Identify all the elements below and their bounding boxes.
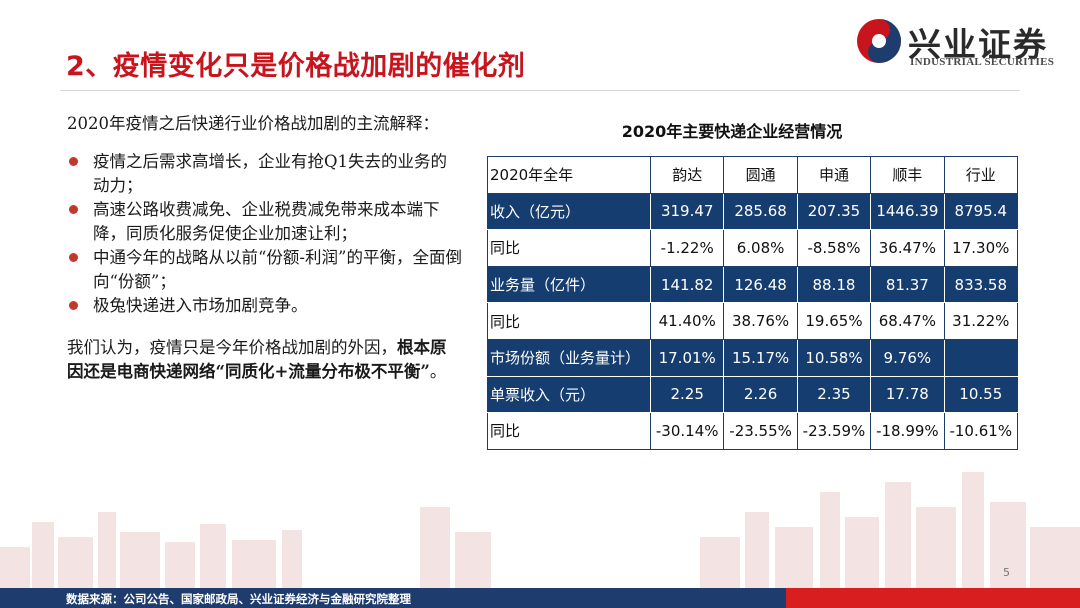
table-row: 同比 41.40% 38.76% 19.65% 68.47% 31.22%: [487, 302, 1019, 340]
table-cell: 1446.39: [870, 192, 945, 231]
table-cell: 2.35: [796, 375, 872, 414]
company-logo: 兴业证券 INDUSTRIAL SECURITIES: [856, 14, 1066, 74]
logo-mark-icon: [857, 19, 901, 63]
table-cell: 81.37: [870, 265, 945, 304]
intro-paragraph: 2020年疫情之后快递行业价格战加剧的主流解释：: [67, 114, 439, 133]
conclusion-emphasis: 根本原因还是电商快递网络“同质化+流量分布极不平衡”: [67, 338, 447, 381]
bullet-dot-icon: [69, 157, 78, 166]
table-cell: -23.55%: [723, 412, 798, 450]
row-label: 业务量（亿件）: [487, 265, 651, 304]
table-cell: -10.61%: [943, 412, 1019, 450]
table-cell: -23.59%: [796, 412, 872, 450]
logo-english-name: INDUSTRIAL SECURITIES: [910, 56, 1055, 68]
row-label: 市场份额（业务量计）: [487, 338, 651, 377]
bullet-text: 疫情之后需求高增长，企业有抢Q1失去的业务的动力；: [93, 152, 448, 195]
header-cell: 2020年全年: [487, 156, 651, 194]
table-cell: 19.65%: [796, 302, 872, 340]
table-cell: -1.22%: [649, 229, 725, 267]
bullet-item: 疫情之后需求高增长，企业有抢Q1失去的业务的动力；: [67, 150, 462, 198]
header-cell: 韵达: [649, 156, 725, 194]
table-cell: 17.01%: [649, 338, 725, 377]
table-row: 业务量（亿件） 141.82 126.48 88.18 81.37 833.58: [487, 265, 1019, 304]
operating-data-table: 2020年全年 韵达 圆通 申通 顺丰 行业 收入（亿元） 319.47 285.6…: [487, 156, 1019, 450]
table-cell: 31.22%: [943, 302, 1019, 340]
bullet-list: 疫情之后需求高增长，企业有抢Q1失去的业务的动力； 高速公路收费减免、企业税费减…: [67, 150, 462, 318]
header-cell: 申通: [796, 156, 872, 194]
row-label: 同比: [487, 229, 651, 267]
conclusion-paragraph: 我们认为，疫情只是今年价格战加剧的外因，根本原因还是电商快递网络“同质化+流量分…: [67, 336, 462, 384]
table-cell: -8.58%: [796, 229, 872, 267]
table-cell: [943, 338, 1019, 377]
header-cell: 行业: [943, 156, 1019, 194]
header-cell: 顺丰: [870, 156, 945, 194]
table-row: 同比 -30.14% -23.55% -23.59% -18.99% -10.61%: [487, 412, 1019, 450]
table-cell: 8795.4: [943, 192, 1019, 231]
table-cell: 285.68: [723, 192, 798, 231]
conclusion-lead: 我们认为，疫情只是今年价格战加剧的外因，: [67, 338, 397, 357]
table-cell: 6.08%: [723, 229, 798, 267]
table-row: 单票收入（元） 2.25 2.26 2.35 17.78 10.55: [487, 375, 1019, 414]
table-cell: 38.76%: [723, 302, 798, 340]
left-text-column: 2020年疫情之后快递行业价格战加剧的主流解释： 疫情之后需求高增长，企业有抢Q…: [67, 112, 462, 384]
city-skyline-decoration: [0, 472, 1080, 592]
bullet-item: 高速公路收费减免、企业税费减免带来成本端下降，同质化服务促使企业加速让利；: [67, 198, 462, 246]
table-cell: 88.18: [796, 265, 872, 304]
bullet-item: 极兔快递进入市场加剧竞争。: [67, 294, 462, 318]
row-label: 同比: [487, 412, 651, 450]
table-cell: 207.35: [796, 192, 872, 231]
row-label: 单票收入（元）: [487, 375, 651, 414]
table-row: 市场份额（业务量计） 17.01% 15.17% 10.58% 9.76%: [487, 338, 1019, 377]
footer-accent-bar: [786, 588, 1080, 608]
table-cell: 126.48: [723, 265, 798, 304]
conclusion-end: 。: [429, 362, 447, 381]
slide-title: 2、疫情变化只是价格战加剧的催化剂: [66, 51, 526, 82]
table-cell: 319.47: [649, 192, 725, 231]
data-source-note: 数据来源：公司公告、国家邮政局、兴业证券经济与金融研究院整理: [66, 592, 411, 606]
table-row: 同比 -1.22% 6.08% -8.58% 36.47% 17.30%: [487, 229, 1019, 267]
table-title: 2020年主要快递企业经营情况: [621, 122, 843, 141]
table-cell: 2.25: [649, 375, 725, 414]
logo-chinese-name: 兴业证券: [908, 25, 1048, 64]
table-cell: 2.26: [723, 375, 798, 414]
table-cell: 17.30%: [943, 229, 1019, 267]
row-label: 收入（亿元）: [487, 192, 651, 231]
table-cell: 10.58%: [796, 338, 872, 377]
table-header-row: 2020年全年 韵达 圆通 申通 顺丰 行业: [487, 156, 1019, 194]
table-cell: 9.76%: [870, 338, 945, 377]
bullet-text: 极兔快递进入市场加剧竞争。: [93, 296, 308, 315]
header-cell: 圆通: [723, 156, 798, 194]
bullet-item: 中通今年的战略从以前“份额-利润”的平衡，全面倒向“份额”；: [67, 246, 462, 294]
table-cell: -30.14%: [649, 412, 725, 450]
table-cell: 36.47%: [870, 229, 945, 267]
table-cell: 141.82: [649, 265, 725, 304]
bullet-dot-icon: [69, 205, 78, 214]
table-cell: 10.55: [943, 375, 1019, 414]
table-cell: 17.78: [870, 375, 945, 414]
table-row: 收入（亿元） 319.47 285.68 207.35 1446.39 8795.4: [487, 192, 1019, 231]
bullet-text: 高速公路收费减免、企业税费减免带来成本端下降，同质化服务促使企业加速让利；: [93, 200, 440, 243]
table-cell: 68.47%: [870, 302, 945, 340]
row-label: 同比: [487, 302, 651, 340]
bullet-text: 中通今年的战略从以前“份额-利润”的平衡，全面倒向“份额”；: [93, 248, 462, 291]
title-divider: [60, 90, 1020, 91]
table-cell: 41.40%: [649, 302, 725, 340]
page-number: 5: [1003, 566, 1010, 579]
table-cell: 833.58: [943, 265, 1019, 304]
bullet-dot-icon: [69, 253, 78, 262]
bullet-dot-icon: [69, 301, 78, 310]
table-cell: 15.17%: [723, 338, 798, 377]
table-cell: -18.99%: [870, 412, 945, 450]
